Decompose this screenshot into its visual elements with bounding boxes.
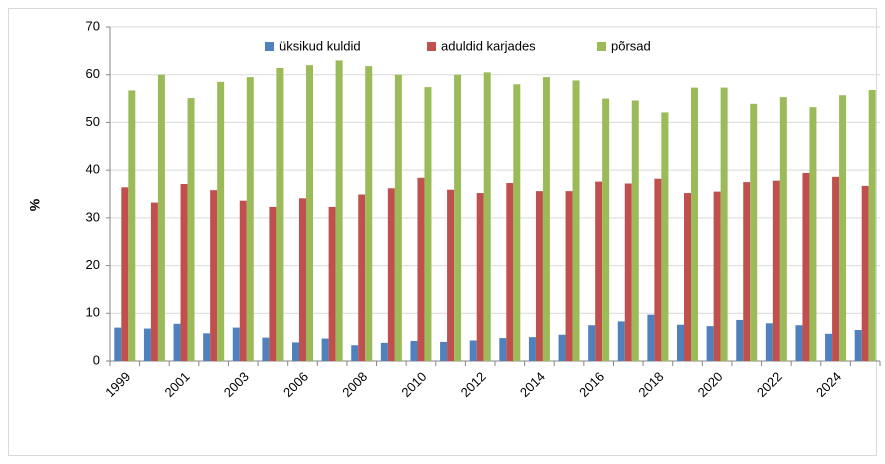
bar xyxy=(232,327,240,361)
bar xyxy=(832,176,840,361)
bar xyxy=(262,337,270,361)
bar xyxy=(631,100,639,361)
bar xyxy=(417,177,425,361)
bar xyxy=(795,325,803,361)
y-tick-label: 60 xyxy=(86,66,100,81)
bar xyxy=(276,68,284,361)
y-tick-label: 30 xyxy=(86,209,100,224)
bar xyxy=(513,84,521,361)
bar xyxy=(380,342,388,361)
bar xyxy=(691,87,698,362)
bar xyxy=(565,191,573,361)
bar xyxy=(595,181,603,361)
bar xyxy=(292,342,299,361)
bar xyxy=(706,326,714,361)
bar xyxy=(476,193,484,361)
legend-label: üksikud kuldid xyxy=(279,38,361,53)
bar xyxy=(528,337,536,361)
bar xyxy=(335,60,343,362)
bar xyxy=(499,338,507,361)
bar xyxy=(269,206,277,361)
bar xyxy=(661,112,669,361)
bar xyxy=(483,72,491,361)
bar xyxy=(602,98,610,362)
y-axis-label: % xyxy=(27,198,43,211)
bar xyxy=(779,97,787,361)
bar xyxy=(365,66,373,361)
bar xyxy=(736,319,744,361)
bar xyxy=(447,189,455,361)
bar xyxy=(210,190,218,361)
bar xyxy=(173,323,181,361)
bar xyxy=(684,193,691,361)
bar xyxy=(854,329,862,361)
bar xyxy=(306,65,313,362)
bar xyxy=(469,340,477,361)
bar xyxy=(750,103,758,361)
bar xyxy=(246,77,254,361)
bar xyxy=(802,173,810,361)
bar xyxy=(861,185,869,361)
bar xyxy=(772,180,780,361)
legend-label: põrsad xyxy=(611,38,651,53)
y-tick-label: 40 xyxy=(86,162,100,177)
bar xyxy=(506,183,514,361)
bar xyxy=(180,183,188,361)
bar xyxy=(535,191,543,361)
bar xyxy=(143,328,151,361)
bar xyxy=(809,107,817,361)
bar xyxy=(647,314,655,361)
legend-swatch xyxy=(427,42,436,51)
bar xyxy=(424,87,432,362)
bar xyxy=(713,191,721,361)
bar xyxy=(150,202,158,361)
y-tick-label: 10 xyxy=(86,305,100,320)
bar xyxy=(720,87,728,362)
bar xyxy=(558,334,566,361)
bar xyxy=(187,98,195,361)
bar xyxy=(203,333,211,361)
bar xyxy=(157,74,165,361)
bar xyxy=(454,74,462,361)
legend-swatch xyxy=(597,42,606,51)
bar xyxy=(654,178,662,361)
bar xyxy=(394,74,402,361)
bar xyxy=(351,345,359,361)
bar xyxy=(743,182,751,361)
bar xyxy=(121,187,129,361)
y-tick-label: 70 xyxy=(86,18,100,33)
bar xyxy=(868,89,876,362)
bar xyxy=(572,80,580,361)
y-tick-label: 20 xyxy=(86,257,100,272)
y-tick-label: 0 xyxy=(93,352,100,367)
bar xyxy=(321,338,329,361)
bar xyxy=(387,188,395,361)
bar xyxy=(677,324,684,361)
bar xyxy=(128,90,136,362)
bar xyxy=(617,321,625,361)
bar xyxy=(217,81,225,361)
bar xyxy=(624,183,632,361)
bar xyxy=(839,95,847,361)
bar xyxy=(765,323,773,361)
legend-label: aduldid karjades xyxy=(441,38,536,53)
bar xyxy=(410,340,418,361)
legend-swatch xyxy=(265,42,274,51)
bar xyxy=(825,333,833,361)
bar xyxy=(440,341,448,361)
bar xyxy=(358,194,366,361)
bar xyxy=(239,200,247,361)
bar xyxy=(299,198,306,361)
bar xyxy=(328,206,336,361)
y-tick-label: 50 xyxy=(86,114,100,129)
bar xyxy=(542,77,550,361)
bar xyxy=(588,325,596,361)
bar xyxy=(114,327,122,361)
